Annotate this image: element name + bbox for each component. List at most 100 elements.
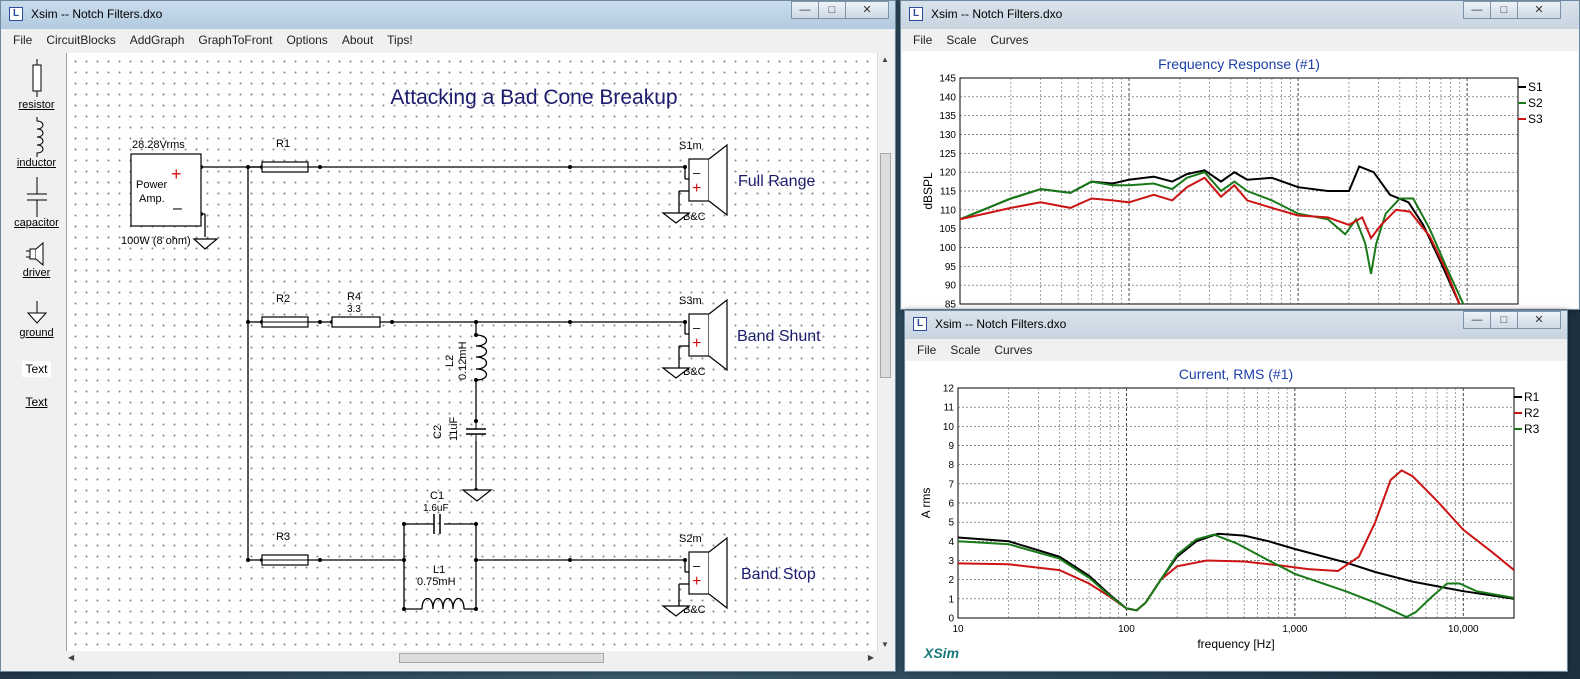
maximize-icon[interactable]: □ — [1490, 1, 1518, 19]
menu-options[interactable]: Options — [286, 33, 328, 47]
y-tick-label: 0 — [948, 614, 954, 625]
y-tick-label: 130 — [939, 130, 956, 141]
y-axis-label: dBSPL — [921, 172, 935, 210]
source-name-line2: Amp. — [139, 193, 165, 205]
palette-driver[interactable]: driver — [9, 241, 64, 279]
close-icon[interactable]: ✕ — [845, 1, 889, 19]
scroll-left-icon[interactable]: ◀ — [68, 653, 75, 662]
y-tick-label: 5 — [948, 518, 954, 529]
menu-scale[interactable]: Scale — [950, 343, 981, 357]
menu-graphtofront[interactable]: GraphToFront — [198, 33, 273, 47]
resistor-r2[interactable]: R2 — [261, 293, 309, 328]
y-tick-label: 120 — [939, 168, 956, 179]
palette-text-box[interactable]: Text — [9, 361, 64, 377]
series-line-r1 — [958, 532, 1514, 612]
y-tick-label: 95 — [945, 262, 957, 273]
current-menubar: File Scale Curves — [906, 339, 1566, 361]
series-line-s2 — [960, 171, 1465, 304]
driver-s1m[interactable]: – + S1m B&C Full Range — [661, 140, 815, 224]
inductor-l2[interactable]: L2 0.12mH — [444, 334, 488, 381]
r4-value: 3.3 — [347, 304, 361, 315]
driver-s3m[interactable]: – + S3m B&C Band Shunt — [661, 295, 821, 379]
palette-capacitor[interactable]: capacitor — [9, 177, 64, 229]
legend-entry: R3 — [1524, 422, 1540, 436]
text-link-icon: Text — [25, 395, 48, 409]
frequency-response-chart: Frequency Response (#1) 85 90 95 100 105 110 11… — [921, 56, 1543, 310]
inductor-l1[interactable]: L1 0.75mH — [417, 564, 465, 610]
vertical-scrollbar[interactable]: ▲ ▼ — [877, 53, 893, 651]
source-voltage-label: 28.28Vrms — [132, 139, 185, 151]
menu-file[interactable]: File — [13, 33, 33, 47]
y-tick-label: 1 — [948, 594, 954, 605]
source-minus-sign: – — [173, 200, 182, 217]
capacitor-c2[interactable]: C2 11uF — [432, 416, 486, 441]
scroll-right-icon[interactable]: ▶ — [867, 653, 874, 662]
y-tick-label: 3 — [948, 556, 954, 567]
series-line-s3 — [960, 176, 1461, 304]
schematic-canvas[interactable]: Attacking a Bad Cone Breakup 28.28Vrms P… — [66, 53, 878, 651]
horizontal-scrollbar[interactable]: ◀ ▶ — [66, 651, 892, 665]
svg-text:+: + — [692, 573, 701, 590]
y-tick-label: 105 — [939, 224, 956, 235]
close-icon[interactable]: ✕ — [1517, 1, 1561, 19]
close-icon[interactable]: ✕ — [1517, 311, 1561, 329]
palette-ground[interactable]: ground — [9, 301, 64, 339]
y-tick-label: 4 — [948, 537, 954, 548]
chart-title: Frequency Response (#1) — [1158, 56, 1320, 72]
driver-s2m[interactable]: – + S2m B&C Band Stop — [661, 533, 816, 617]
vertical-scroll-thumb[interactable] — [880, 153, 891, 378]
resistor-r3[interactable]: R3 — [261, 531, 309, 566]
xsim-watermark: XSim — [923, 645, 959, 661]
current-titlebar[interactable]: L Xsim -- Notch Filters.dxo — □ ✕ — [905, 311, 1567, 339]
y-tick-label: 11 — [944, 403, 955, 414]
scroll-down-icon[interactable]: ▼ — [881, 640, 889, 649]
minimize-icon[interactable]: — — [1463, 1, 1491, 19]
window-title: Xsim -- Notch Filters.dxo — [31, 7, 163, 21]
menu-scale[interactable]: Scale — [946, 33, 977, 47]
r1-label: R1 — [276, 138, 290, 150]
power-amp-block[interactable]: 28.28Vrms Power Amp. + – 100W (8 ohm) — [121, 139, 219, 250]
current-graph-area[interactable]: Current, RMS (#1) 0 1 2 3 4 5 6 7 8 9 10 11 12 10 100 1,… — [906, 361, 1566, 670]
maximize-icon[interactable]: □ — [818, 1, 846, 19]
y-tick-label: 125 — [939, 149, 956, 160]
svg-text:–: – — [693, 558, 701, 573]
menu-about[interactable]: About — [341, 33, 374, 47]
menu-curves[interactable]: Curves — [994, 343, 1033, 357]
ground-symbol — [461, 489, 493, 502]
minimize-icon[interactable]: — — [1463, 311, 1491, 329]
s3m-caption: Band Shunt — [737, 328, 821, 345]
y-axis-label: A rms — [919, 488, 933, 519]
scroll-up-icon[interactable]: ▲ — [881, 55, 889, 64]
menu-curves[interactable]: Curves — [990, 33, 1029, 47]
palette-label: inductor — [16, 157, 57, 169]
menu-tips[interactable]: Tips! — [387, 33, 413, 47]
y-tick-label: 85 — [945, 300, 957, 310]
maximize-icon[interactable]: □ — [1490, 311, 1518, 329]
palette-text-link[interactable]: Text — [9, 395, 64, 409]
freq-graph-area[interactable]: Frequency Response (#1) 85 90 95 100 105 110 11… — [902, 51, 1578, 310]
palette-label: driver — [22, 267, 51, 279]
y-tick-label: 8 — [948, 460, 954, 471]
l1-label: L1 — [433, 564, 445, 576]
palette-inductor[interactable]: inductor — [9, 117, 64, 169]
capacitor-c1[interactable]: C1 1.6uF — [423, 490, 449, 534]
x-axis-label: frequency [Hz] — [1197, 637, 1274, 651]
palette-label: resistor — [18, 99, 55, 111]
menu-circuitblocks[interactable]: CircuitBlocks — [46, 33, 116, 47]
svg-text:–: – — [693, 165, 701, 180]
resistor-r4[interactable]: R4 3.3 — [331, 291, 381, 328]
horizontal-scroll-thumb[interactable] — [399, 653, 604, 663]
ground-icon — [9, 301, 64, 327]
freq-titlebar[interactable]: L Xsim -- Notch Filters.dxo — □ ✕ — [901, 1, 1579, 29]
schematic-titlebar[interactable]: L Xsim -- Notch Filters.dxo — □ ✕ — [1, 1, 895, 29]
minimize-icon[interactable]: — — [791, 1, 819, 19]
inductor-icon — [9, 117, 64, 157]
x-tick-label: 10 — [952, 624, 964, 635]
palette-resistor[interactable]: resistor — [9, 59, 64, 111]
menu-file[interactable]: File — [917, 343, 937, 357]
y-tick-label: 7 — [948, 479, 954, 490]
menu-file[interactable]: File — [913, 33, 933, 47]
resistor-r1[interactable]: R1 — [261, 138, 309, 173]
menu-addgraph[interactable]: AddGraph — [129, 33, 185, 47]
